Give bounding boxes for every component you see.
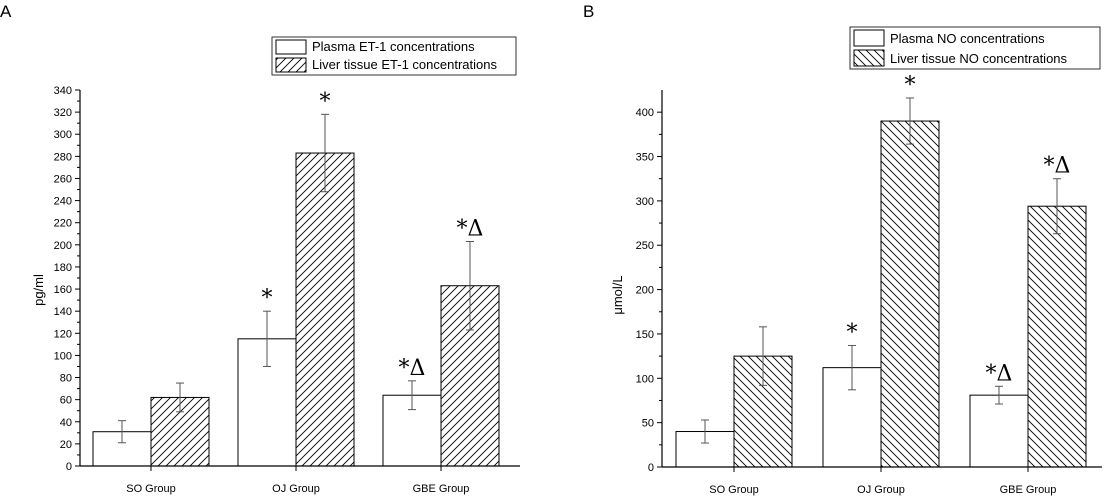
bar (1027, 205, 1087, 468)
panel-letter: B (583, 2, 594, 21)
significance-label: * (905, 73, 916, 98)
y-tick-label: 120 (54, 328, 72, 340)
bar (880, 120, 940, 468)
bar (295, 152, 355, 467)
legend-label: Liver tissue NO concentrations (890, 51, 1068, 66)
y-tick-label: 50 (642, 418, 654, 430)
panel-b-chart: B 0 50 100 150 200 250 300 350 400 μmol/L SO Group *… (583, 2, 1102, 496)
significance-label: *Δ (1044, 154, 1071, 179)
significance-label: *Δ (399, 356, 426, 381)
legend-box (849, 26, 1101, 70)
y-tick-label: 100 (54, 350, 72, 362)
y-axis-label: pg/ml (31, 274, 46, 306)
significance-label: * (847, 320, 858, 345)
x-tick-label: OJ Group (272, 483, 320, 495)
legend-label: Plasma NO concentrations (890, 31, 1045, 46)
x-tick-label: OJ Group (857, 484, 905, 496)
y-tick-label: 240 (54, 196, 72, 208)
y-tick-label: 200 (54, 240, 72, 252)
y-tick-label: 150 (636, 329, 654, 341)
y-tick-label: 300 (636, 196, 654, 208)
significance-label: *Δ (986, 361, 1013, 386)
y-tick-label: 340 (54, 85, 72, 97)
legend-box (271, 36, 517, 76)
legend-label: Plasma ET-1 concentrations (312, 39, 475, 54)
legend-swatch (853, 29, 885, 47)
y-tick-label: 0 (66, 461, 72, 473)
y-tick-label: 40 (60, 417, 72, 429)
y-tick-label: 280 (54, 151, 72, 163)
y-tick-label: 260 (54, 173, 72, 185)
significance-label: * (320, 89, 331, 114)
y-tick-label: 200 (636, 285, 654, 297)
y-tick-label: 350 (636, 152, 654, 164)
x-tick-label: GBE Group (413, 483, 470, 495)
y-tick-label: 20 (60, 439, 72, 451)
y-tick-label: 220 (54, 218, 72, 230)
y-tick-label: 80 (60, 373, 72, 385)
bar (969, 394, 1029, 468)
legend-swatch (275, 39, 307, 55)
y-tick-label: 250 (636, 240, 654, 252)
significance-label: *Δ (457, 217, 484, 242)
panel-a-chart: A 0 20 40 60 80 100 120 140 160 180 200 220 240 260 280… (0, 2, 520, 495)
y-tick-label: 180 (54, 262, 72, 274)
x-tick-label: SO Group (126, 483, 176, 495)
x-tick-label: GBE Group (1000, 484, 1057, 496)
x-tick-label: SO Group (709, 484, 759, 496)
y-tick-label: 160 (54, 284, 72, 296)
y-tick-label: 320 (54, 107, 72, 119)
y-tick-label: 140 (54, 306, 72, 318)
y-tick-label: 400 (636, 107, 654, 119)
significance-label: * (262, 286, 273, 311)
legend-swatch (275, 57, 307, 73)
y-tick-label: 300 (54, 129, 72, 141)
y-axis-label: μmol/L (610, 275, 625, 314)
legend-swatch (853, 49, 885, 67)
y-tick-label: 100 (636, 373, 654, 385)
legend-label: Liver tissue ET-1 concentrations (312, 57, 497, 72)
y-tick-label: 0 (648, 462, 654, 474)
panel-letter: A (0, 2, 12, 21)
y-tick-label: 60 (60, 395, 72, 407)
